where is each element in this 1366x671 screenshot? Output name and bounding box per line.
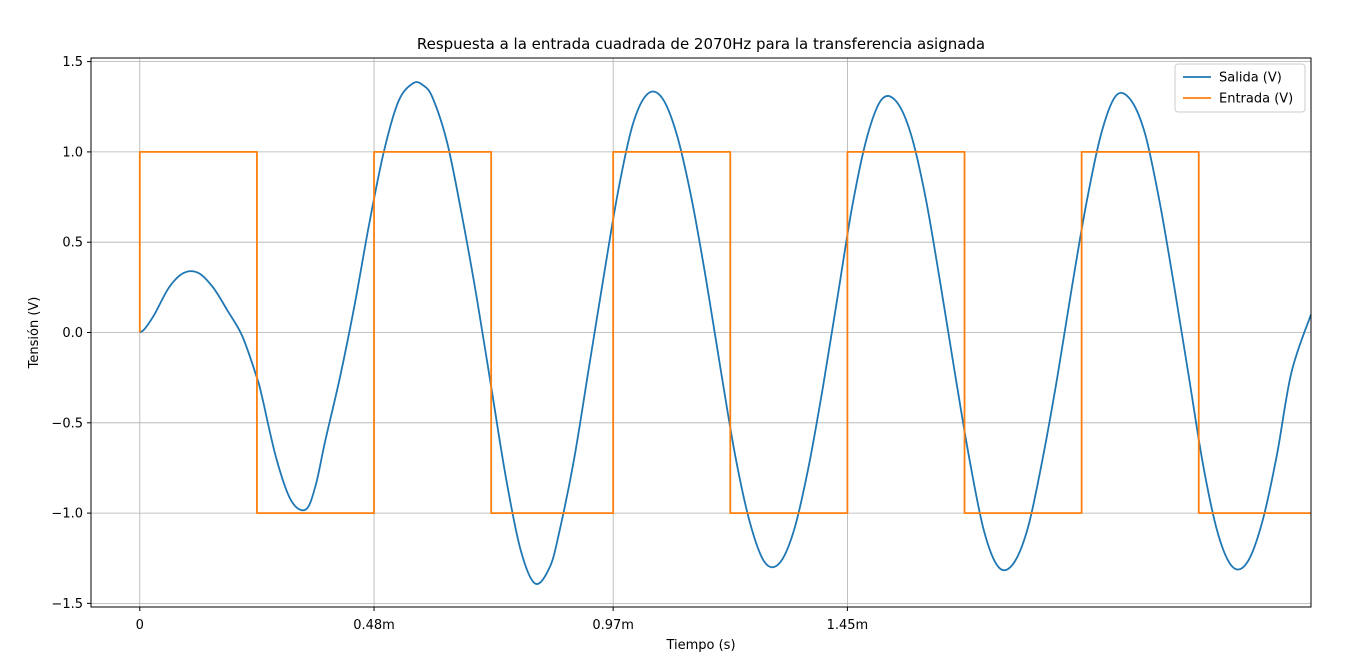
legend-label-1: Salida (V) (1219, 71, 1282, 86)
x-axis-label: Tiempo (s) (665, 638, 735, 653)
series-line-2 (138, 151, 1311, 514)
y-axis-label: Tensión (V) (27, 297, 42, 370)
y-tick-label: 0.5 (62, 236, 83, 251)
y-tick-label: 1.0 (62, 145, 83, 160)
chart-title: Respuesta a la entrada cuadrada de 2070H… (417, 35, 985, 53)
y-tick-label: 0.0 (62, 326, 83, 341)
series-layer (138, 81, 1311, 585)
legend-label-2: Entrada (V) (1219, 92, 1293, 107)
legend: Salida (V) Entrada (V) (1174, 63, 1306, 113)
series-line-1 (139, 81, 1311, 585)
x-tick-label: 0 (136, 618, 144, 633)
y-tick-label: −1.5 (51, 597, 83, 612)
y-tick-label: 1.5 (62, 55, 83, 70)
x-tick-label: 0.97m (592, 618, 634, 633)
y-tick-label: −1.0 (51, 507, 83, 522)
x-tick-label: 1.45m (827, 618, 869, 633)
x-tick-label: 0.48m (353, 618, 395, 633)
ticks: 0 0.48m 0.97m 1.45m 1.5 1.0 0.5 0.0 −0.5 −1.0 −1.5 (51, 55, 868, 633)
y-tick-label: −0.5 (51, 416, 83, 431)
legend-box (1174, 63, 1306, 113)
